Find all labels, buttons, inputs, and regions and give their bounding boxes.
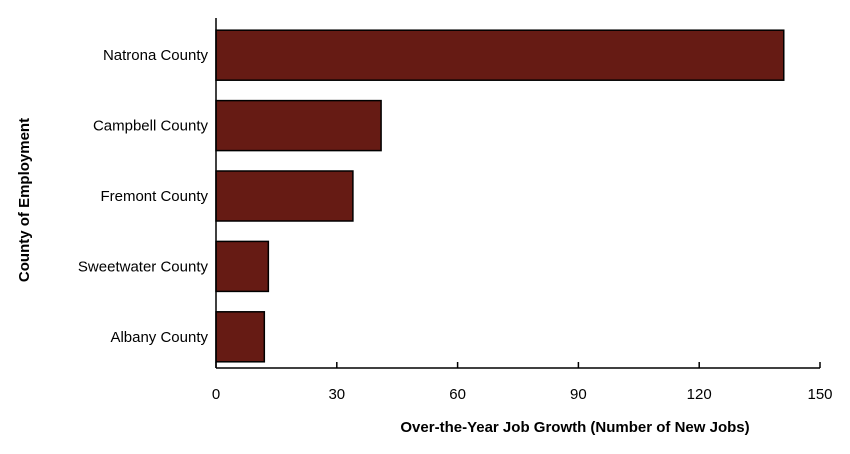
bar-albany-county [215,311,266,363]
x-ticks: 0 30 60 90 120 150 [212,362,833,403]
category-label: Fremont County [100,188,208,205]
category-label: Campbell County [93,118,209,135]
bar-campbell-county [215,99,382,152]
category-labels: Natrona County Campbell County Fremont Cou… [78,47,209,346]
bar-fremont-county [215,170,354,222]
x-tick-label: 90 [570,386,587,403]
category-label: Albany County [110,329,208,346]
x-tick-label: 60 [449,386,466,403]
category-label: Sweetwater County [78,258,209,275]
y-axis-title: County of Employment [16,118,33,282]
x-tick-label: 30 [328,386,345,403]
x-axis-title: Over-the-Year Job Growth (Number of New … [400,419,749,436]
category-label: Natrona County [103,47,209,64]
bar-sweetwater-county [215,240,270,293]
bar-natrona-county [215,29,785,81]
x-tick-label: 150 [807,386,832,403]
x-tick-label: 0 [212,386,220,403]
bars-group [215,29,785,363]
x-tick-label: 120 [687,386,712,403]
